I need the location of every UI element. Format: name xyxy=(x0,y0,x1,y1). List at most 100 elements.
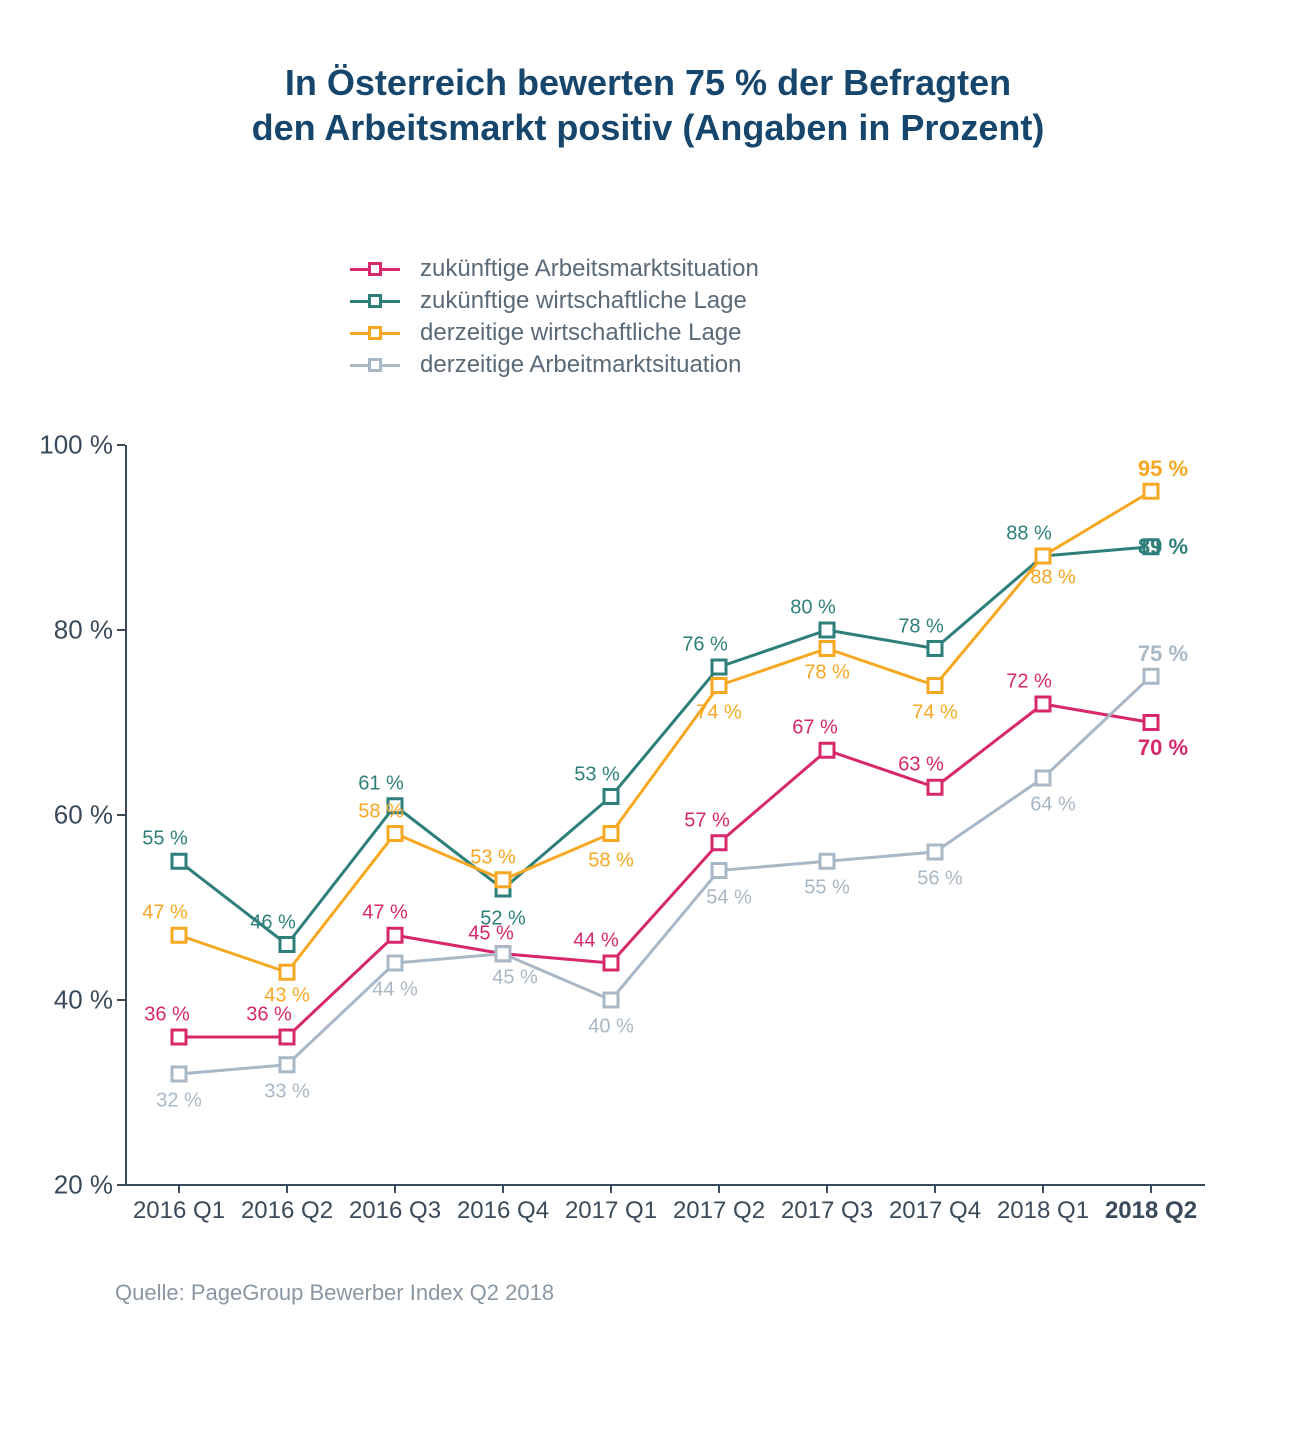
point-label-current-labor: 54 % xyxy=(706,886,752,909)
x-tick xyxy=(178,1185,180,1193)
point-label-future-labor: 44 % xyxy=(573,930,619,953)
x-tick-label: 2016 Q4 xyxy=(457,1197,549,1225)
legend-marker xyxy=(368,294,382,308)
y-tick-label: 60 % xyxy=(54,800,113,831)
x-tick xyxy=(394,1185,396,1193)
series-marker-future-labor xyxy=(928,780,942,794)
series-marker-current-labor xyxy=(604,993,618,1007)
series-marker-future-econ xyxy=(280,938,294,952)
x-tick xyxy=(502,1185,504,1193)
series-line-future-econ xyxy=(179,547,1151,945)
series-line-current-labor xyxy=(179,676,1151,1074)
series-marker-current-labor xyxy=(388,956,402,970)
legend-label: zukünftige Arbeitsmarktsituation xyxy=(420,255,759,283)
x-tick-label: 2016 Q1 xyxy=(133,1197,225,1225)
point-label-current-labor: 75 % xyxy=(1138,641,1188,667)
series-marker-current-labor xyxy=(496,947,510,961)
point-label-future-econ: 53 % xyxy=(574,763,620,786)
series-marker-current-econ xyxy=(280,965,294,979)
series-marker-future-labor xyxy=(712,836,726,850)
series-marker-future-labor xyxy=(1144,716,1158,730)
x-tick xyxy=(718,1185,720,1193)
point-label-current-labor: 45 % xyxy=(492,966,538,989)
y-tick-label: 100 % xyxy=(39,430,113,461)
point-label-current-labor: 40 % xyxy=(588,1016,634,1039)
y-tick-label: 40 % xyxy=(54,985,113,1016)
legend: zukünftige Arbeitsmarktsituation zukünfti… xyxy=(350,255,759,383)
point-label-future-labor: 70 % xyxy=(1138,735,1188,761)
legend-swatch xyxy=(350,268,400,271)
series-marker-current-econ xyxy=(1036,549,1050,563)
series-marker-current-econ xyxy=(496,873,510,887)
series-marker-current-econ xyxy=(1144,484,1158,498)
series-marker-future-labor xyxy=(388,928,402,942)
series-marker-future-labor xyxy=(172,1030,186,1044)
x-tick xyxy=(934,1185,936,1193)
point-label-future-econ: 89 % xyxy=(1138,534,1188,560)
page: In Österreich bewerten 75 % der Befragte… xyxy=(0,0,1296,1440)
point-label-future-econ: 80 % xyxy=(790,597,836,620)
series-marker-current-econ xyxy=(928,679,942,693)
series-marker-future-econ xyxy=(712,660,726,674)
series-marker-current-econ xyxy=(604,827,618,841)
x-tick-label: 2017 Q1 xyxy=(565,1197,657,1225)
y-tick-label: 20 % xyxy=(54,1170,113,1201)
series-marker-future-labor xyxy=(604,956,618,970)
x-tick xyxy=(826,1185,828,1193)
point-label-future-labor: 36 % xyxy=(144,1004,190,1027)
x-tick-label: 2017 Q2 xyxy=(673,1197,765,1225)
point-label-current-econ: 53 % xyxy=(470,846,516,869)
legend-marker xyxy=(368,262,382,276)
source-text: Quelle: PageGroup Bewerber Index Q2 2018 xyxy=(115,1280,554,1306)
point-label-future-econ: 61 % xyxy=(358,772,404,795)
legend-swatch xyxy=(350,364,400,367)
x-tick xyxy=(286,1185,288,1193)
point-label-current-labor: 56 % xyxy=(917,868,963,891)
point-label-current-labor: 44 % xyxy=(372,979,418,1002)
legend-item-future-econ: zukünftige wirtschaftliche Lage xyxy=(350,287,759,315)
point-label-future-labor: 57 % xyxy=(684,809,730,832)
x-tick xyxy=(1150,1185,1152,1193)
series-marker-future-labor xyxy=(820,743,834,757)
point-label-future-econ: 76 % xyxy=(682,634,728,657)
point-label-future-econ: 52 % xyxy=(480,908,526,931)
y-tick xyxy=(117,629,125,631)
series-marker-future-econ xyxy=(928,642,942,656)
point-label-current-labor: 64 % xyxy=(1030,794,1076,817)
x-tick-label: 2016 Q3 xyxy=(349,1197,441,1225)
point-label-future-econ: 46 % xyxy=(250,911,296,934)
point-label-future-labor: 72 % xyxy=(1006,671,1052,694)
series-marker-current-labor xyxy=(712,864,726,878)
point-label-current-econ: 43 % xyxy=(264,985,310,1008)
legend-label: derzeitige wirtschaftliche Lage xyxy=(420,319,742,347)
series-marker-current-econ xyxy=(388,827,402,841)
series-marker-current-econ xyxy=(820,642,834,656)
series-marker-current-labor xyxy=(172,1067,186,1081)
series-marker-future-labor xyxy=(1036,697,1050,711)
chart-title: In Österreich bewerten 75 % der Befragte… xyxy=(0,60,1296,150)
point-label-current-econ: 74 % xyxy=(912,701,958,724)
point-label-future-econ: 55 % xyxy=(142,828,188,851)
point-label-current-labor: 33 % xyxy=(264,1080,310,1103)
point-label-current-econ: 88 % xyxy=(1030,567,1076,590)
series-marker-future-econ xyxy=(172,854,186,868)
legend-item-current-labor: derzeitige Arbeitmarktsituation xyxy=(350,351,759,379)
y-tick xyxy=(117,814,125,816)
series-line-future-labor xyxy=(179,704,1151,1037)
point-label-future-labor: 67 % xyxy=(792,717,838,740)
legend-marker xyxy=(368,358,382,372)
legend-item-current-econ: derzeitige wirtschaftliche Lage xyxy=(350,319,759,347)
y-axis xyxy=(125,445,127,1185)
point-label-current-labor: 32 % xyxy=(156,1090,202,1113)
series-marker-current-labor xyxy=(820,854,834,868)
legend-swatch xyxy=(350,332,400,335)
x-tick-label: 2018 Q2 xyxy=(1105,1197,1197,1225)
series-marker-current-labor xyxy=(280,1058,294,1072)
series-marker-future-labor xyxy=(280,1030,294,1044)
point-label-future-labor: 47 % xyxy=(362,902,408,925)
point-label-current-econ: 58 % xyxy=(358,800,404,823)
series-marker-future-econ xyxy=(820,623,834,637)
point-label-current-labor: 55 % xyxy=(804,877,850,900)
point-label-current-econ: 78 % xyxy=(804,661,850,684)
series-marker-current-econ xyxy=(712,679,726,693)
